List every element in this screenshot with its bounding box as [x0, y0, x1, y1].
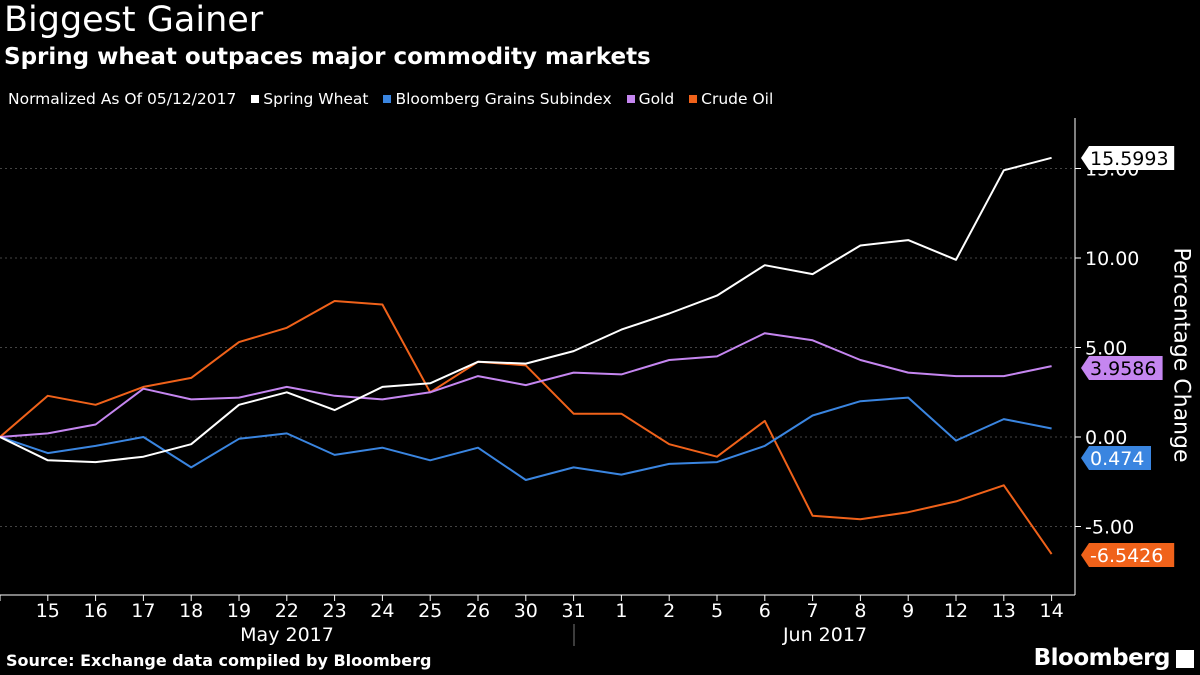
series-line-crude-oil [0, 300, 1053, 555]
last-value-tag [1081, 146, 1175, 170]
x-tick-label: 7 [807, 600, 819, 622]
x-tick-label: 17 [131, 600, 155, 622]
legend-item-crude: Crude Oil [689, 90, 773, 108]
legend-swatch-grains [383, 95, 392, 103]
legend-label: Gold [638, 90, 675, 108]
x-tick-label: 9 [902, 600, 914, 622]
x-tick-label: 19 [227, 600, 251, 622]
legend-label: Spring Wheat [263, 90, 369, 108]
month-label: Jun 2017 [782, 624, 867, 646]
y-tick-label: 10.00 [1085, 248, 1139, 270]
source-note: Source: Exchange data compiled by Bloomb… [6, 651, 432, 670]
x-tick-label: 12 [944, 600, 968, 622]
last-value-label: -6.5426 [1090, 545, 1163, 567]
month-label: May 2017 [240, 624, 334, 646]
x-tick-label: 23 [323, 600, 347, 622]
x-tick-label: 13 [992, 600, 1016, 622]
x-tick-label: 30 [514, 600, 538, 622]
y-tick-label: 0.00 [1085, 427, 1127, 449]
last-value-label: 3.9586 [1090, 358, 1156, 380]
y-tick-label: -5.00 [1085, 517, 1134, 539]
bloomberg-terminal-icon [1176, 650, 1194, 668]
legend-swatch-gold [626, 95, 635, 103]
y-axis-label: Percentage Change [1168, 247, 1194, 463]
x-tick-label: 14 [1040, 600, 1064, 622]
x-tick-label: 24 [370, 600, 394, 622]
legend-swatch-spring-wheat [251, 95, 260, 103]
x-tick-label: 15 [36, 600, 60, 622]
legend-label: Bloomberg Grains Subindex [395, 90, 612, 108]
x-tick-label: 1 [615, 600, 627, 622]
chart-title: Biggest Gainer [4, 0, 264, 40]
legend-item-gold: Gold [626, 90, 675, 108]
legend-item-spring-wheat: Spring Wheat [251, 90, 369, 108]
y-tick-label: 5.00 [1085, 338, 1127, 360]
legend-item-grains: Bloomberg Grains Subindex [383, 90, 612, 108]
legend-swatch-crude [689, 95, 698, 103]
x-tick-label: 22 [275, 600, 299, 622]
chart-subtitle: Spring wheat outpaces major commodity ma… [4, 44, 651, 70]
x-tick-label: 31 [562, 600, 586, 622]
x-tick-label: 5 [711, 600, 723, 622]
series-line-gold [0, 332, 1052, 438]
bloomberg-logo: Bloomberg [1033, 645, 1171, 671]
last-value-tag [1081, 356, 1163, 380]
x-tick-label: 2 [663, 600, 675, 622]
series-line-spring-wheat [0, 156, 1052, 464]
last-value-tag [1081, 446, 1151, 470]
x-tick-label: 16 [84, 600, 108, 622]
x-tick-label: 6 [759, 600, 771, 622]
last-value-tag [1081, 543, 1175, 567]
legend-prefix: Normalized As Of 05/12/2017 [8, 90, 237, 108]
last-value-label: 15.5993 [1090, 148, 1169, 170]
legend: Normalized As Of 05/12/2017 Spring Wheat… [8, 90, 783, 108]
series-line-bloomberg-grains-subindex [0, 396, 1052, 481]
last-value-label: 0.474 [1090, 448, 1144, 470]
x-tick-label: 8 [854, 600, 866, 622]
x-tick-label: 26 [466, 600, 490, 622]
legend-label: Crude Oil [701, 90, 774, 108]
x-tick-label: 18 [179, 600, 203, 622]
x-tick-label: 25 [418, 600, 442, 622]
